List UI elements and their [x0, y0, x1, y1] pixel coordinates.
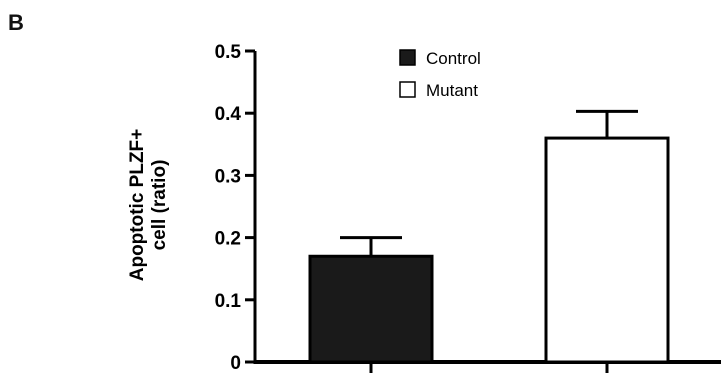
bar-mutant	[544, 136, 670, 364]
y-axis-label-line-2: cell (ratio)	[149, 160, 170, 251]
y-tick-label: 0.3	[215, 166, 241, 187]
y-tick-label: 0	[230, 353, 241, 373]
y-tick-label: 0.4	[215, 104, 242, 125]
y-tick-label: 0.2	[215, 229, 241, 250]
y-axis-label-line-1: Apoptotic PLZF+	[127, 129, 148, 282]
y-axis-label: Apoptotic PLZF+ cell (ratio)	[127, 129, 170, 282]
y-tick-label: 0.5	[215, 42, 242, 63]
legend-label-control: Control	[426, 49, 481, 68]
legend-label-mutant: Mutant	[426, 81, 478, 100]
y-tick-label: 0.1	[215, 291, 242, 312]
legend: Control Mutant	[399, 49, 481, 100]
bars	[308, 109, 670, 373]
legend-swatch-mutant	[399, 81, 416, 98]
panel-label: B	[8, 10, 24, 35]
y-ticks: 0 0.1 0.2 0.3 0.4 0.5	[215, 42, 255, 373]
bar-control	[308, 254, 434, 364]
legend-swatch-control	[399, 49, 416, 66]
